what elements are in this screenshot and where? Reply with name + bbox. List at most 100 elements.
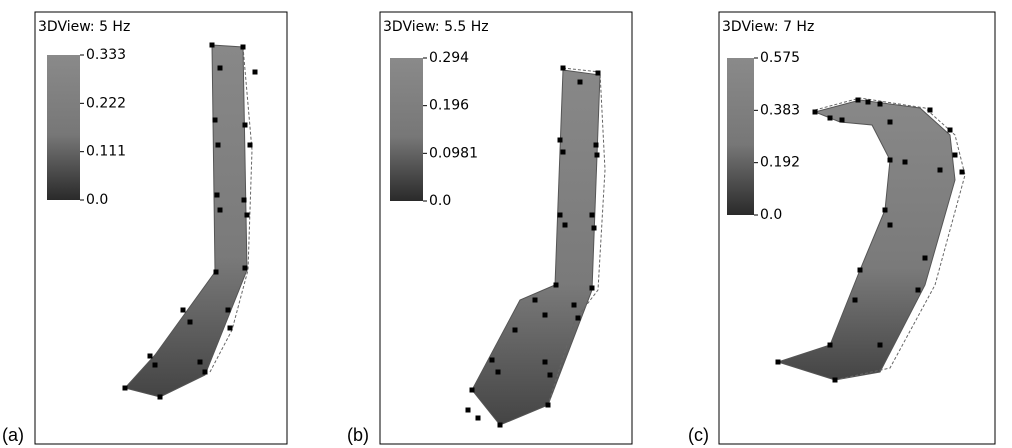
node xyxy=(553,282,559,288)
node xyxy=(252,69,258,75)
node xyxy=(887,157,893,163)
colorbar-label: 0.294 xyxy=(429,50,469,66)
panel: (a) 3DView: 5 Hz 0.333 0.222 0.111 0.0 xyxy=(2,11,288,445)
panel-label: (c) xyxy=(688,425,709,445)
node xyxy=(877,101,883,107)
node xyxy=(589,212,595,218)
node xyxy=(775,359,781,365)
node xyxy=(595,70,601,76)
colorbar-label: 0.0 xyxy=(86,192,108,208)
node xyxy=(839,117,845,123)
node xyxy=(215,142,221,148)
colorbar xyxy=(47,55,80,200)
node xyxy=(209,42,215,48)
view-title: 3DView: 5 Hz xyxy=(38,19,130,35)
node xyxy=(857,267,863,273)
node xyxy=(532,297,538,303)
node xyxy=(575,315,581,321)
node xyxy=(512,327,518,333)
node xyxy=(959,169,965,175)
node xyxy=(122,385,128,391)
colorbar-label: 0.0 xyxy=(760,207,782,223)
node xyxy=(147,353,153,359)
node xyxy=(594,152,600,158)
node xyxy=(927,107,933,113)
node xyxy=(152,362,158,368)
node xyxy=(157,394,163,400)
node xyxy=(827,342,833,348)
node xyxy=(952,152,958,158)
node xyxy=(242,122,248,128)
node xyxy=(922,255,928,261)
node xyxy=(247,142,253,148)
node xyxy=(241,197,247,203)
node xyxy=(497,422,503,428)
panel: (b) 3DView: 5.5 Hz 0.294 0.196 0.0981 0.0 xyxy=(347,11,633,445)
node xyxy=(475,415,481,421)
panel-frame xyxy=(718,11,996,445)
node xyxy=(214,192,220,198)
node xyxy=(242,265,248,271)
node xyxy=(902,159,908,165)
node xyxy=(225,307,231,313)
node xyxy=(217,207,223,213)
node xyxy=(937,167,943,173)
node xyxy=(577,79,583,85)
node xyxy=(593,142,599,148)
node xyxy=(217,65,223,71)
node xyxy=(542,312,548,318)
node xyxy=(562,222,568,228)
undeformed-outline xyxy=(814,97,966,381)
node xyxy=(547,372,553,378)
colorbar-label: 0.192 xyxy=(760,155,800,171)
node xyxy=(887,222,893,228)
node xyxy=(882,207,888,213)
node xyxy=(197,359,203,365)
node xyxy=(947,127,953,133)
undeformed-outline xyxy=(547,67,606,406)
node xyxy=(560,149,566,155)
colorbar xyxy=(390,58,423,201)
node xyxy=(465,407,471,413)
colorbar-label: 0.111 xyxy=(86,144,126,160)
node xyxy=(887,119,893,125)
node xyxy=(589,285,595,291)
colorbar-label: 0.383 xyxy=(760,102,800,118)
node xyxy=(213,269,219,275)
colorbar-label: 0.196 xyxy=(429,98,469,114)
node xyxy=(557,212,563,218)
node xyxy=(542,359,548,365)
node xyxy=(489,357,495,363)
node xyxy=(202,369,208,375)
node xyxy=(832,377,838,383)
mode-shape xyxy=(776,99,956,381)
node xyxy=(557,137,563,143)
view-title: 3DView: 7 Hz xyxy=(722,19,814,35)
node xyxy=(812,109,818,115)
colorbar xyxy=(727,58,754,215)
colorbar-label: 0.0 xyxy=(429,193,451,209)
panel-label: (b) xyxy=(347,425,369,445)
panel-label: (a) xyxy=(2,425,24,445)
node xyxy=(877,342,883,348)
view-title: 3DView: 5.5 Hz xyxy=(383,19,489,35)
node xyxy=(180,307,186,313)
node xyxy=(865,99,871,105)
node xyxy=(827,115,833,121)
node xyxy=(244,212,250,218)
colorbar-label: 0.333 xyxy=(86,47,126,63)
node xyxy=(560,65,566,71)
node xyxy=(852,297,858,303)
node xyxy=(915,287,921,293)
node xyxy=(571,302,577,308)
node xyxy=(495,369,501,375)
colorbar-label: 0.222 xyxy=(86,95,126,111)
node xyxy=(855,97,861,103)
node xyxy=(187,319,193,325)
node xyxy=(591,225,597,231)
node xyxy=(545,402,551,408)
node xyxy=(212,117,218,123)
colorbar-label: 0.0981 xyxy=(429,145,478,161)
undeformed-outline xyxy=(209,46,253,373)
